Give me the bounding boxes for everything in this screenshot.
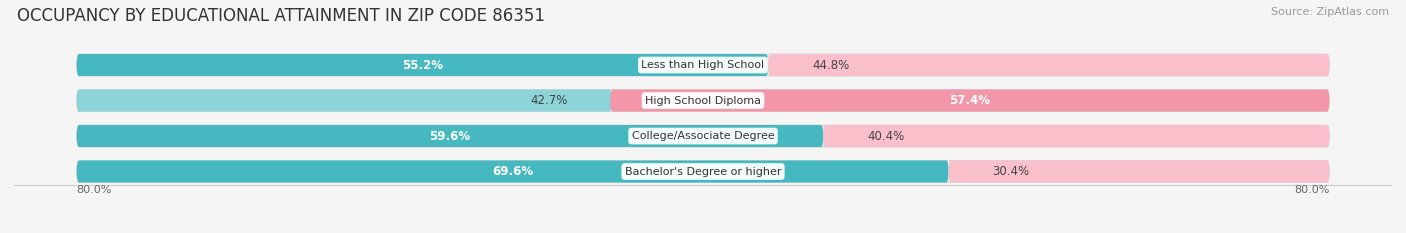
FancyBboxPatch shape — [768, 54, 1329, 76]
Text: 42.7%: 42.7% — [530, 94, 568, 107]
Text: 40.4%: 40.4% — [868, 130, 904, 143]
Text: 80.0%: 80.0% — [77, 185, 112, 195]
Text: 44.8%: 44.8% — [813, 58, 849, 72]
Text: 55.2%: 55.2% — [402, 58, 443, 72]
FancyBboxPatch shape — [77, 125, 1329, 147]
FancyBboxPatch shape — [77, 54, 1329, 76]
Text: Less than High School: Less than High School — [641, 60, 765, 70]
FancyBboxPatch shape — [77, 54, 768, 76]
Text: Bachelor's Degree or higher: Bachelor's Degree or higher — [624, 167, 782, 177]
Text: 57.4%: 57.4% — [949, 94, 990, 107]
Text: College/Associate Degree: College/Associate Degree — [631, 131, 775, 141]
FancyBboxPatch shape — [77, 125, 824, 147]
FancyBboxPatch shape — [77, 161, 949, 182]
FancyBboxPatch shape — [610, 89, 1329, 112]
Text: OCCUPANCY BY EDUCATIONAL ATTAINMENT IN ZIP CODE 86351: OCCUPANCY BY EDUCATIONAL ATTAINMENT IN Z… — [17, 7, 546, 25]
FancyBboxPatch shape — [77, 89, 1329, 112]
FancyBboxPatch shape — [77, 89, 612, 112]
FancyBboxPatch shape — [824, 125, 1329, 147]
Text: High School Diploma: High School Diploma — [645, 96, 761, 106]
Text: Source: ZipAtlas.com: Source: ZipAtlas.com — [1271, 7, 1389, 17]
Text: 59.6%: 59.6% — [429, 130, 471, 143]
FancyBboxPatch shape — [77, 161, 1329, 182]
Text: 80.0%: 80.0% — [1294, 185, 1329, 195]
Text: 69.6%: 69.6% — [492, 165, 533, 178]
Text: 30.4%: 30.4% — [993, 165, 1029, 178]
FancyBboxPatch shape — [949, 161, 1329, 182]
